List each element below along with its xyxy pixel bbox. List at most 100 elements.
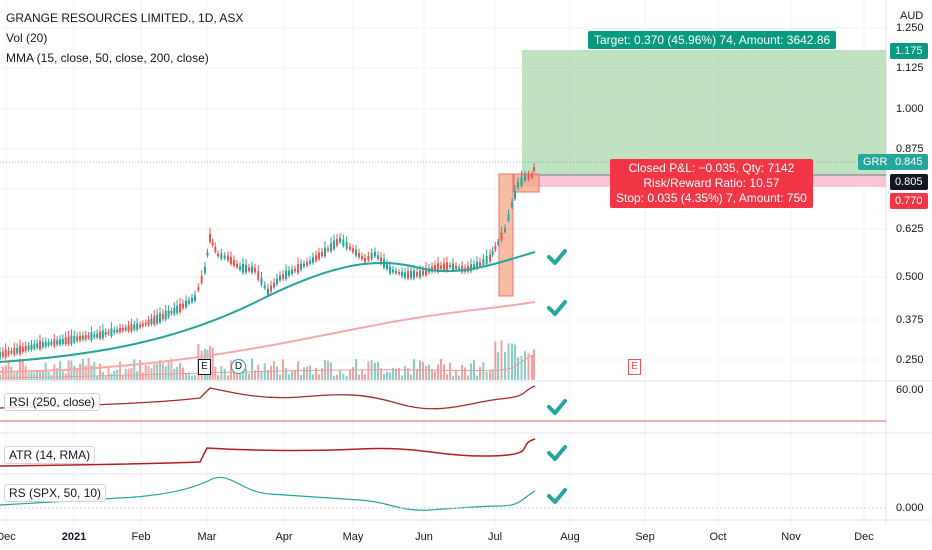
candle-body bbox=[47, 342, 50, 346]
candle-body bbox=[64, 337, 67, 345]
candle-body bbox=[479, 261, 481, 267]
candle-body bbox=[339, 237, 341, 243]
ma-slow-line bbox=[0, 301, 536, 373]
target-label[interactable]: Target: 0.370 (45.96%) 74, Amount: 3642.… bbox=[588, 31, 837, 49]
axis-tick-1000: 1.000 bbox=[896, 103, 924, 115]
candle-body bbox=[300, 263, 302, 270]
candle-body bbox=[127, 325, 130, 331]
volume-bar bbox=[104, 375, 107, 380]
axis-tick-1125: 1.125 bbox=[896, 62, 924, 74]
candle-body bbox=[130, 324, 133, 332]
volume-bar bbox=[449, 362, 451, 380]
rs-pane-label[interactable]: RS (SPX, 50, 10) bbox=[4, 484, 107, 502]
volume-bar bbox=[437, 364, 439, 380]
volume-bar bbox=[24, 366, 27, 380]
earnings-marker[interactable]: E bbox=[198, 359, 211, 375]
candle-body bbox=[440, 265, 442, 270]
volume-bar bbox=[315, 367, 317, 380]
candle-body bbox=[504, 228, 506, 232]
symbol-tag: GRR bbox=[858, 154, 893, 170]
future-earnings-marker[interactable]: E bbox=[628, 359, 641, 375]
indicator-volume[interactable]: Vol (20) bbox=[6, 31, 48, 45]
volume-bar bbox=[458, 375, 460, 380]
volume-bar bbox=[361, 370, 363, 380]
entry-price-tag: 0.805 bbox=[890, 174, 928, 190]
rsi-pane-label[interactable]: RSI (250, close) bbox=[4, 393, 101, 411]
candle-body bbox=[485, 255, 488, 265]
dividend-marker[interactable]: D bbox=[231, 359, 246, 374]
volume-bar bbox=[489, 370, 491, 380]
candle-body bbox=[87, 335, 90, 339]
candle-body bbox=[33, 344, 36, 349]
candle-body bbox=[461, 266, 463, 273]
volume-bar bbox=[56, 368, 59, 380]
volume-bar bbox=[127, 368, 130, 380]
candle-body bbox=[416, 272, 418, 277]
check-icon bbox=[547, 488, 567, 504]
volume-bar bbox=[410, 374, 412, 380]
candle-body bbox=[312, 257, 314, 263]
check-icon bbox=[547, 300, 567, 316]
volume-bar bbox=[116, 369, 119, 380]
candle-body bbox=[113, 330, 116, 333]
time-label: 2021 bbox=[61, 531, 87, 543]
time-label: Aug bbox=[560, 531, 580, 543]
candle-body bbox=[110, 328, 113, 337]
volume-bar bbox=[367, 361, 370, 380]
candle-body bbox=[27, 345, 30, 350]
candle-body bbox=[119, 327, 121, 333]
volume-bar bbox=[141, 372, 144, 380]
volume-bar bbox=[345, 375, 348, 380]
time-label: Feb bbox=[131, 531, 151, 543]
candle-body bbox=[164, 310, 167, 320]
volume-bar bbox=[10, 367, 13, 380]
volume-bar bbox=[464, 367, 466, 380]
candle-body bbox=[520, 177, 523, 186]
candle-body bbox=[176, 305, 179, 314]
atr-pane-label[interactable]: ATR (14, RMA) bbox=[4, 446, 96, 464]
volume-bar bbox=[452, 375, 454, 380]
volume-bar bbox=[485, 371, 488, 380]
candle-body bbox=[349, 246, 351, 250]
candle-body bbox=[217, 253, 219, 257]
volume-bar bbox=[119, 361, 121, 380]
candle-body bbox=[41, 341, 44, 348]
volume-bar bbox=[33, 373, 36, 380]
candle-body bbox=[330, 243, 332, 252]
candle-body bbox=[248, 267, 250, 271]
volume-bar bbox=[147, 366, 150, 380]
volume-bar bbox=[248, 373, 250, 380]
volume-bar bbox=[39, 371, 41, 380]
candle-body bbox=[333, 240, 335, 249]
candle-body bbox=[370, 253, 373, 259]
candle-body bbox=[81, 335, 84, 340]
volume-bar bbox=[434, 371, 436, 380]
volume-bar bbox=[330, 362, 332, 380]
indicator-mma[interactable]: MMA (15, close, 50, close, 200, close) bbox=[6, 51, 209, 65]
candle-body bbox=[70, 335, 73, 344]
candle-body bbox=[214, 246, 217, 252]
volume-bar bbox=[497, 352, 499, 380]
volume-bar bbox=[164, 366, 167, 380]
rs-axis-label: 0.000 bbox=[896, 502, 924, 514]
axis-currency: AUD bbox=[900, 10, 924, 22]
position-summary[interactable]: Closed P&L: −0.035, Qty: 7142 Risk/Rewar… bbox=[610, 159, 813, 208]
candle-body bbox=[500, 232, 503, 241]
candle-body bbox=[470, 264, 472, 272]
candle-body bbox=[36, 343, 39, 348]
volume-bar bbox=[139, 360, 141, 380]
volume-bar bbox=[358, 374, 360, 380]
candle-body bbox=[251, 266, 253, 273]
volume-bar bbox=[473, 360, 475, 380]
volume-bar bbox=[531, 355, 533, 380]
candle-body bbox=[245, 264, 247, 273]
volume-bar bbox=[19, 358, 21, 380]
candle-body bbox=[76, 336, 79, 341]
candle-body bbox=[0, 352, 1, 358]
volume-bar bbox=[153, 364, 156, 380]
volume-bar bbox=[273, 361, 275, 380]
candle-body bbox=[136, 323, 139, 330]
volume-bar bbox=[41, 371, 44, 380]
candle-body bbox=[263, 285, 266, 288]
